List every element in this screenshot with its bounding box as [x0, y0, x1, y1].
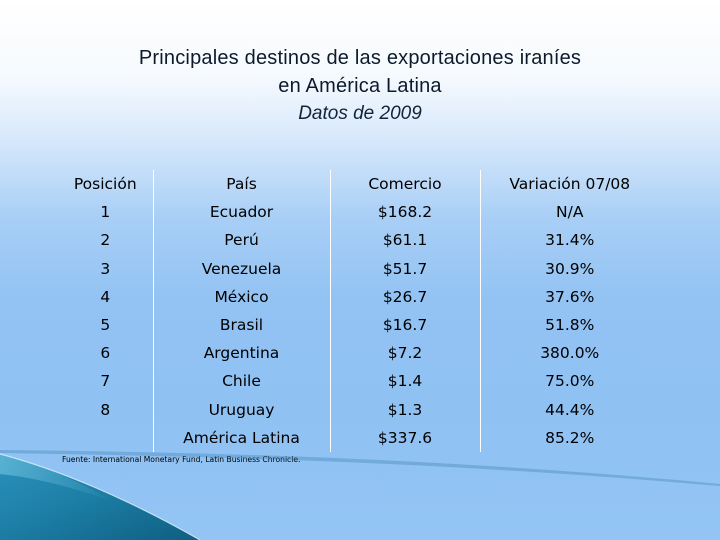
cell-posicion: 5: [100, 316, 111, 335]
slide-subtitle: Datos de 2009: [298, 103, 422, 124]
cell-comercio: $16.7: [329, 310, 480, 340]
cell-pais: Ecuador: [152, 198, 330, 227]
cell-posicion: 3: [100, 259, 111, 278]
cell-comercio: $168.2: [329, 198, 480, 227]
cell-variacion: 30.9%: [479, 254, 659, 283]
cell-variacion: 51.8%: [479, 310, 659, 340]
cell-variacion: 31.4%: [479, 226, 659, 255]
cell-variacion: N/A: [479, 198, 659, 227]
cell-variacion: 37.6%: [479, 282, 659, 311]
cell-variacion: 85.2%: [479, 423, 659, 452]
table-row: 7 Chile $1.4 75.0%: [58, 367, 659, 396]
table-row: 5 Brasil $16.7 51.8%: [58, 310, 659, 340]
cell-comercio: $51.7: [329, 254, 480, 283]
cell-pais: México: [152, 282, 330, 311]
slide-title-line-1: Principales destinos de las exportacione…: [138, 47, 582, 69]
cell-comercio: $7.2: [329, 339, 480, 368]
cell-comercio: $1.3: [329, 395, 480, 424]
cell-comercio: $337.6: [329, 423, 480, 452]
header-pais: País: [152, 170, 330, 199]
cell-posicion: 6: [100, 344, 111, 363]
cell-posicion: 4: [100, 287, 111, 306]
cell-variacion: 75.0%: [479, 367, 659, 396]
header-comercio: Comercio: [329, 170, 480, 199]
cell-comercio: $26.7: [329, 282, 480, 311]
table-header-row: Posición País Comercio Variación 07/08: [58, 170, 659, 199]
source-note: Fuente: International Monetary Fund, Lat…: [62, 455, 301, 464]
table-row: 2 Perú $61.1 31.4%: [58, 226, 659, 255]
cell-posicion: 8: [100, 400, 111, 419]
cell-comercio: $1.4: [329, 367, 480, 396]
slide-title-block: Principales destinos de las exportacione…: [0, 44, 720, 128]
header-posicion: Posición: [73, 175, 137, 194]
cell-pais: Argentina: [152, 339, 330, 368]
cell-posicion: 2: [100, 231, 111, 250]
decorative-swoosh: [0, 450, 720, 540]
exports-table: Posición País Comercio Variación 07/08 1…: [58, 170, 659, 452]
table-row: 6 Argentina $7.2 380.0%: [58, 339, 659, 368]
cell-pais: América Latina: [152, 423, 330, 452]
cell-posicion: 1: [100, 203, 111, 222]
cell-pais: Chile: [152, 367, 330, 396]
table-row: 4 México $26.7 37.6%: [58, 282, 659, 311]
cell-pais: Venezuela: [152, 254, 330, 283]
slide-title-line-2: en América Latina: [278, 75, 442, 97]
cell-posicion: 7: [100, 372, 111, 391]
table-row: 8 Uruguay $1.3 44.4%: [58, 395, 659, 424]
table-row: 1 Ecuador $168.2 N/A: [58, 198, 659, 227]
cell-variacion: 44.4%: [479, 395, 659, 424]
table-total-row: América Latina $337.6 85.2%: [58, 423, 659, 452]
cell-pais: Uruguay: [152, 395, 330, 424]
cell-pais: Brasil: [152, 310, 330, 340]
cell-pais: Perú: [152, 226, 330, 255]
table-row: 3 Venezuela $51.7 30.9%: [58, 254, 659, 283]
header-variacion: Variación 07/08: [479, 170, 659, 199]
cell-comercio: $61.1: [329, 226, 480, 255]
cell-variacion: 380.0%: [479, 339, 659, 368]
